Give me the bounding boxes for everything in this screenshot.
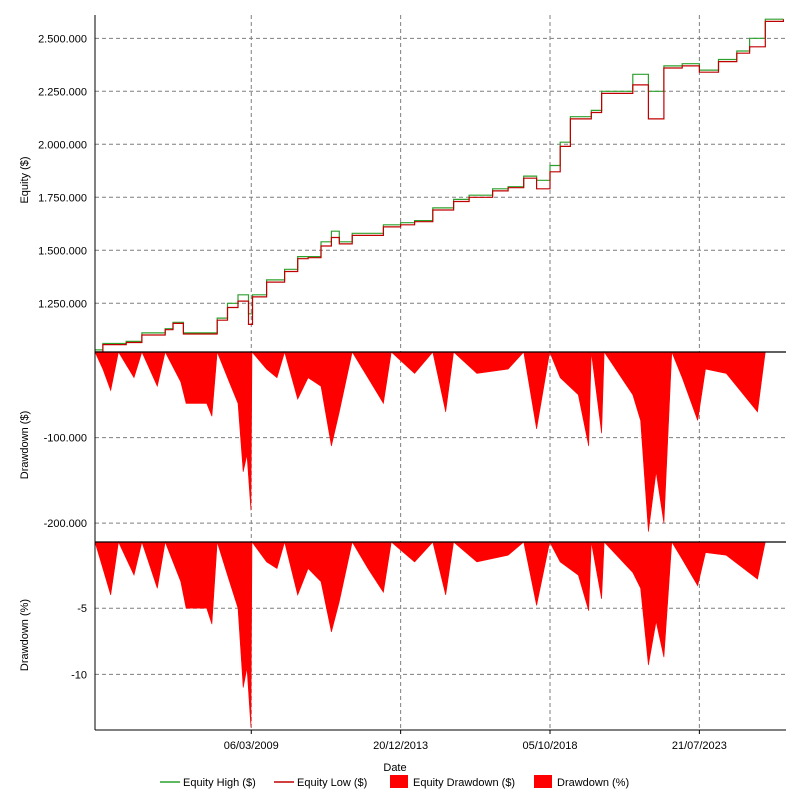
equity-ytick-label: 1.500.000 — [38, 245, 87, 257]
drawdown-dollar-ytick-label: -200.000 — [44, 518, 87, 530]
legend-label: Equity Low ($) — [297, 777, 367, 789]
legend-item: Equity Low ($) — [274, 777, 367, 789]
series-line-equity-low — [95, 19, 784, 353]
equity-ytick-label: 2.250.000 — [38, 86, 87, 98]
drawdown-percent-axes: -5 -10 06/03/2009 20/12/2013 05/10/2018 21/07… — [71, 541, 786, 752]
equity-series — [95, 18, 784, 353]
equity-ytick-label: 2.500.000 — [38, 33, 87, 45]
drawdown-percent-panel: -5 -10 06/03/2009 20/12/2013 05/10/2018 21/07… — [19, 540, 786, 752]
legend-item: Equity High ($) — [160, 777, 256, 789]
x-tick-label: 20/12/2013 — [373, 740, 428, 752]
legend-item: Drawdown (%) — [534, 775, 629, 789]
equity-ytick-label: 1.750.000 — [38, 192, 87, 204]
drawdown-dollar-ylabel: Drawdown ($) — [19, 411, 31, 479]
legend-label: Equity High ($) — [183, 777, 256, 789]
x-tick-label: 06/03/2009 — [224, 740, 279, 752]
drawdown-percent-ylabel: Drawdown (%) — [19, 599, 31, 671]
legend: Equity High ($) Equity Low ($) Equity Draw… — [160, 775, 629, 789]
equity-grid — [95, 15, 786, 352]
drawdown-dollar-area — [94, 350, 784, 532]
legend-swatch-box — [534, 775, 552, 788]
drawdown-dollar-series — [94, 350, 784, 532]
legend-item: Equity Drawdown ($) — [390, 775, 515, 789]
drawdown-percent-area — [94, 540, 784, 728]
equity-ylabel: Equity ($) — [19, 156, 31, 203]
equity-panel: 1.250.000 1.500.000 1.750.000 2.000.000 2.25… — [19, 15, 786, 353]
x-tick-label: 21/07/2023 — [672, 740, 727, 752]
drawdown-percent-series — [94, 540, 784, 728]
x-axis-title: Date — [383, 762, 406, 774]
legend-label: Drawdown (%) — [557, 777, 629, 789]
drawdown-percent-ytick-label: -10 — [71, 669, 87, 681]
x-tick-label: 05/10/2018 — [522, 740, 577, 752]
legend-swatch-box — [390, 775, 408, 788]
drawdown-dollar-ytick-label: -100.000 — [44, 433, 87, 445]
equity-ytick-label: 2.000.000 — [38, 139, 87, 151]
equity-ytick-label: 1.250.000 — [38, 298, 87, 310]
drawdown-percent-ytick-label: -5 — [77, 603, 87, 615]
legend-label: Equity Drawdown ($) — [413, 777, 515, 789]
